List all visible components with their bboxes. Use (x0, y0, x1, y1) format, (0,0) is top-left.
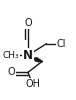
Text: N: N (23, 49, 33, 62)
Text: O: O (7, 67, 15, 77)
Text: OH: OH (25, 79, 40, 89)
Text: Cl: Cl (57, 39, 66, 49)
Text: CH₃: CH₃ (3, 51, 19, 60)
Text: O: O (24, 18, 32, 28)
